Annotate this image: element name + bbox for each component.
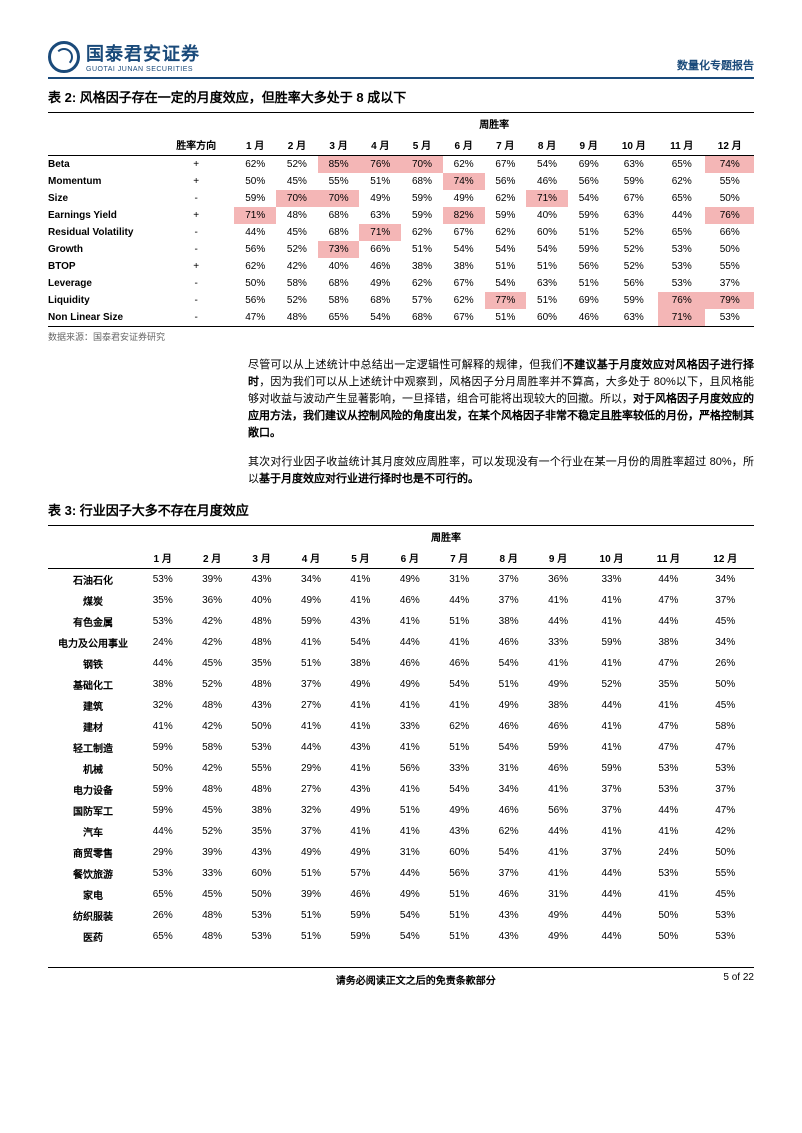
table-row: Size-59%70%70%49%59%49%62%71%54%67%65%50… [48,190,754,207]
table-row: 电力设备59%48%48%27%43%41%54%34%41%37%53%37% [48,779,754,800]
table-row: Leverage-50%58%68%49%62%67%54%63%51%56%5… [48,275,754,292]
table-row: 纺织服装26%48%53%51%59%54%51%43%49%44%50%53% [48,905,754,926]
table-row: 建筑32%48%43%27%41%41%41%49%38%44%41%45% [48,695,754,716]
table-row: 机械50%42%55%29%41%56%33%31%46%59%53%53% [48,758,754,779]
table-row: Non Linear Size-47%48%65%54%68%67%51%60%… [48,309,754,327]
table-row: Beta+62%52%85%76%70%62%67%54%69%63%65%74… [48,156,754,174]
table-row: 餐饮旅游53%33%60%51%57%44%56%37%41%44%53%55% [48,863,754,884]
page-header: 国泰君安证券 GUOTAI JUNAN SECURITIES 数量化专题报告 [48,40,754,79]
table-row: 汽车44%52%35%37%41%41%43%62%44%41%41%42% [48,821,754,842]
logo-text-cn: 国泰君安证券 [86,40,200,66]
table2-title: 表 2: 风格因子存在一定的月度效应，但胜率大多处于 8 成以下 [48,87,754,106]
logo-icon [48,41,80,73]
table-row: Earnings Yield+71%48%68%63%59%82%59%40%5… [48,207,754,224]
table2-superheader: 周胜率 [234,113,754,135]
logo-text-en: GUOTAI JUNAN SECURITIES [86,66,200,73]
table-row: 煤炭35%36%40%49%41%46%44%37%41%41%47%37% [48,590,754,611]
table-row: 有色金属53%42%48%59%43%41%51%38%44%41%44%45% [48,611,754,632]
table-row: 建材41%42%50%41%41%33%62%46%46%41%47%58% [48,716,754,737]
table-row: 家电65%45%50%39%46%49%51%46%31%44%41%45% [48,884,754,905]
footer-page: 5 of 22 [723,972,754,987]
doc-type: 数量化专题报告 [677,57,754,73]
table-row: 电力及公用事业24%42%48%41%54%44%41%46%33%59%38%… [48,632,754,653]
table-row: Residual Volatility-44%45%68%71%62%67%62… [48,224,754,241]
table-row: 基础化工38%52%48%37%49%49%54%51%49%52%35%50% [48,674,754,695]
table-row: 医药65%48%53%51%59%54%51%43%49%44%50%53% [48,926,754,947]
table-row: 轻工制造59%58%53%44%43%41%51%54%59%41%47%47% [48,737,754,758]
paragraph-2: 其次对行业因子收益统计其月度效应周胜率，可以发现没有一个行业在某一月份的周胜率超… [248,454,754,488]
table3: 周胜率 1 月2 月3 月4 月5 月6 月7 月8 月9 月10 月11 月1… [48,525,754,947]
paragraph-1: 尽管可以从上述统计中总结出一定逻辑性可解释的规律，但我们不建议基于月度效应对风格… [248,357,754,442]
table3-title: 表 3: 行业因子大多不存在月度效应 [48,500,754,519]
footer-disclaimer: 请务必阅读正文之后的免责条款部分 [108,972,723,987]
table-row: 石油石化53%39%43%34%41%49%31%37%36%33%44%34% [48,569,754,591]
table-row: Growth-56%52%73%66%51%54%54%54%59%52%53%… [48,241,754,258]
table-row: 钢铁44%45%35%51%38%46%46%54%41%41%47%26% [48,653,754,674]
table-row: 国防军工59%45%38%32%49%51%49%46%56%37%44%47% [48,800,754,821]
table-row: Momentum+50%45%55%51%68%74%56%46%56%59%6… [48,173,754,190]
table3-superheader: 周胜率 [138,526,754,548]
logo: 国泰君安证券 GUOTAI JUNAN SECURITIES [48,40,200,73]
table2-source: 数据来源：国泰君安证券研究 [48,330,754,343]
table-row: Liquidity-56%52%58%68%57%62%77%51%69%59%… [48,292,754,309]
table-row: BTOP+62%42%40%46%38%38%51%51%56%52%53%55… [48,258,754,275]
footer: 请务必阅读正文之后的免责条款部分 5 of 22 [48,967,754,987]
table2: 周胜率 胜率方向1 月2 月3 月4 月5 月6 月7 月8 月9 月10 月1… [48,112,754,327]
table-row: 商贸零售29%39%43%49%49%31%60%54%41%37%24%50% [48,842,754,863]
